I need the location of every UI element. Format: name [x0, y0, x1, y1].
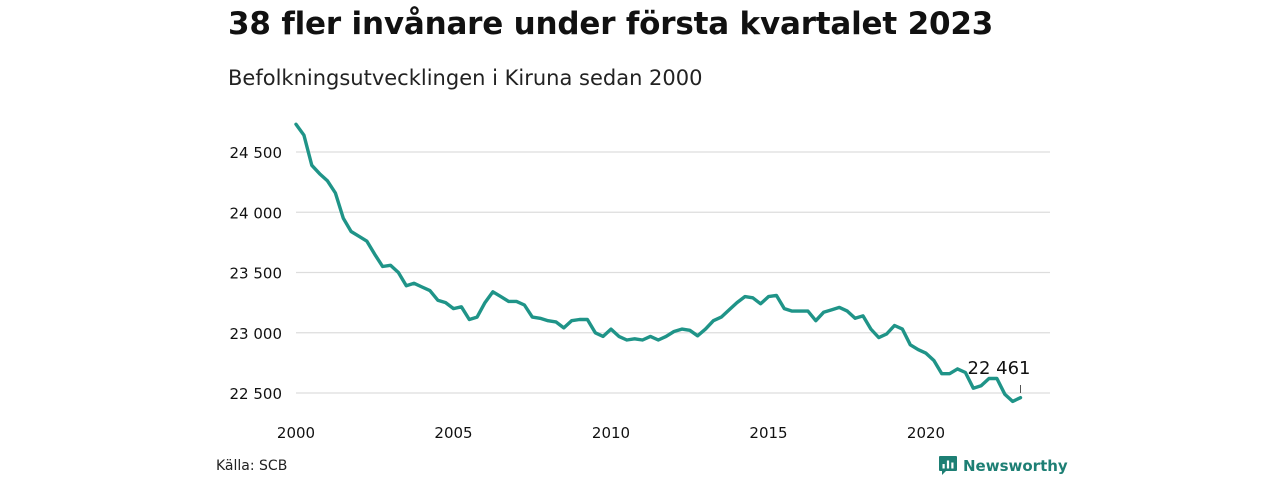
x-tick-label: 2005 — [434, 424, 472, 442]
y-tick-label: 24 000 — [230, 204, 283, 222]
y-tick-label: 23 000 — [230, 325, 283, 343]
chart-subtitle: Befolkningsutvecklingen i Kiruna sedan 2… — [228, 66, 703, 90]
x-tick-label: 2015 — [749, 424, 787, 442]
y-tick-label: 23 500 — [230, 265, 283, 283]
newsworthy-logo-icon — [939, 456, 957, 475]
x-axis: 2000 2005 2010 2015 2020 — [277, 424, 945, 442]
grid-lines — [296, 151, 1050, 394]
x-tick-label: 2020 — [907, 424, 945, 442]
annotation-layer: 22 461 — [968, 358, 1031, 393]
y-axis: 22 500 23 000 23 500 24 000 24 500 — [230, 144, 283, 403]
y-tick-label: 22 500 — [230, 385, 283, 403]
chart-title: 38 fler invånare under första kvartalet … — [228, 6, 994, 42]
x-tick-label: 2000 — [277, 424, 315, 442]
series-layer — [294, 122, 1023, 404]
annotation-label: 22 461 — [968, 358, 1031, 379]
population-series-line — [294, 122, 1023, 404]
brand-name: Newsworthy — [963, 457, 1068, 475]
y-tick-label: 24 500 — [230, 144, 283, 162]
brand-logo[interactable]: Newsworthy — [938, 455, 1068, 477]
x-tick-label: 2010 — [592, 424, 630, 442]
source-note: Källa: SCB — [216, 458, 288, 474]
